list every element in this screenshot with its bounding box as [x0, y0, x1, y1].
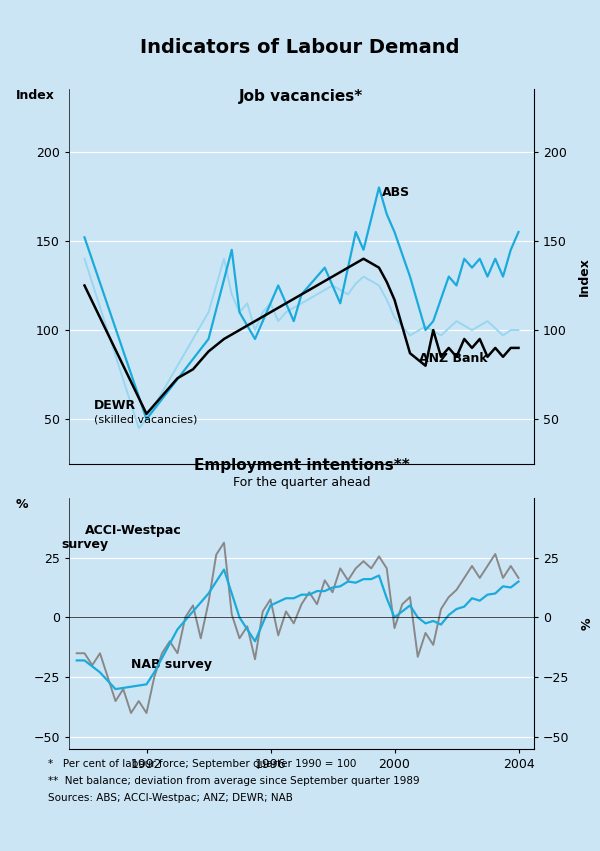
- Text: NAB survey: NAB survey: [131, 658, 212, 671]
- Text: ACCI-Westpac: ACCI-Westpac: [85, 523, 181, 537]
- Text: **  Net balance; deviation from average since September quarter 1989: ** Net balance; deviation from average s…: [48, 776, 419, 786]
- Y-axis label: Index: Index: [578, 257, 591, 296]
- Text: ANZ Bank: ANZ Bank: [419, 352, 488, 365]
- Text: *   Per cent of labour force; September quarter 1990 = 100: * Per cent of labour force; September qu…: [48, 759, 356, 769]
- Text: For the quarter ahead: For the quarter ahead: [233, 476, 370, 489]
- Text: %: %: [16, 498, 28, 511]
- Text: survey: survey: [61, 538, 108, 551]
- Text: Employment intentions**: Employment intentions**: [194, 458, 409, 473]
- Text: DEWR: DEWR: [94, 398, 136, 412]
- Text: (skilled vacancies): (skilled vacancies): [94, 414, 197, 425]
- Text: Sources: ABS; ACCI-Westpac; ANZ; DEWR; NAB: Sources: ABS; ACCI-Westpac; ANZ; DEWR; N…: [48, 793, 293, 803]
- Text: Indicators of Labour Demand: Indicators of Labour Demand: [140, 38, 460, 57]
- Text: Job vacancies*: Job vacancies*: [239, 89, 364, 105]
- Text: Index: Index: [16, 89, 55, 102]
- Text: ABS: ABS: [382, 186, 410, 199]
- Y-axis label: %: %: [581, 617, 593, 630]
